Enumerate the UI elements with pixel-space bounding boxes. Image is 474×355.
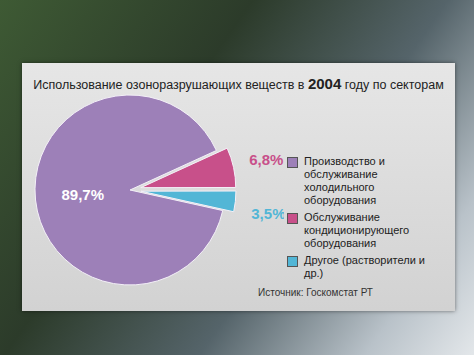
html-text:Другое (растворители и др.): Другое (растворители и др.) (304, 254, 425, 279)
html-text:Обслуживание кондиционирующего: Обслуживание кондиционирующего оборудова… (304, 211, 410, 249)
html-text:Источник: Госкомстат РТ: Источник: Госкомстат РТ (258, 287, 373, 298)
html-text:Производство и обслуживание хо: Производство и обслуживание холодильного… (304, 155, 385, 206)
svg-text:6,8%: 6,8% (249, 151, 283, 168)
html-text:Использование озоноразрушающих: Использование озоноразрушающих веществ в… (33, 75, 444, 92)
svg-text:89,7%: 89,7% (61, 186, 104, 203)
svg-text:3,5%: 3,5% (251, 205, 284, 222)
